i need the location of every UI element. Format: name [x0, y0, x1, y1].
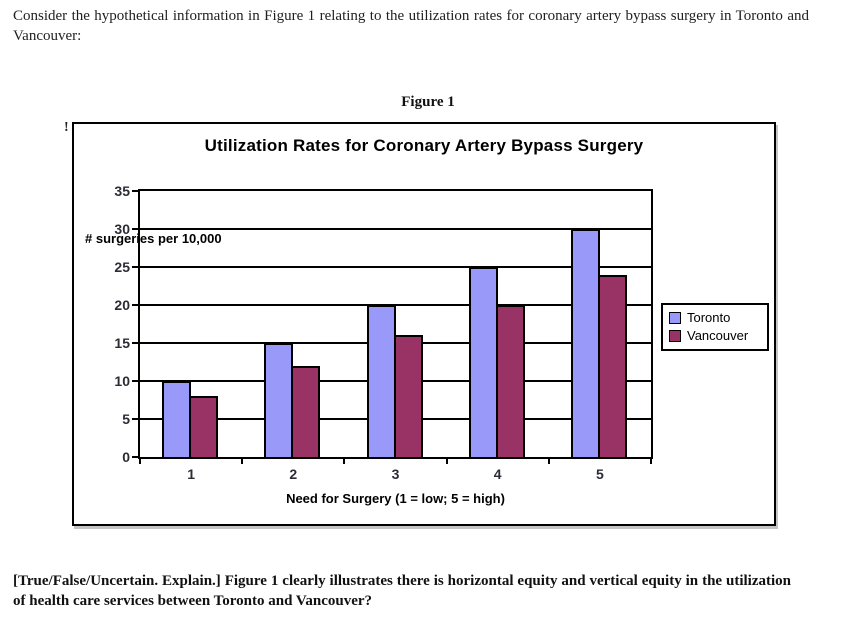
bar-toronto-4: [468, 267, 498, 457]
legend-label: Toronto: [687, 310, 731, 325]
x-axis-title: Need for Surgery (1 = low; 5 = high): [286, 491, 505, 506]
legend-item-vancouver: Vancouver: [669, 327, 761, 345]
x-tick-mark: [139, 459, 141, 464]
question-text: [True/False/Uncertain. Explain.] Figure …: [13, 573, 791, 610]
y-tick-label: 5: [122, 411, 130, 427]
gridline: [140, 228, 651, 230]
bar-toronto-1: [162, 381, 192, 457]
x-tick-mark: [241, 459, 244, 464]
intro-text: Consider the hypothetical information in…: [13, 8, 809, 45]
plot-area: [138, 189, 653, 459]
y-tick-mark: [132, 342, 138, 344]
x-tick-label: 1: [187, 466, 195, 482]
legend-label: Vancouver: [687, 328, 749, 343]
bar-vancouver-2: [291, 365, 321, 457]
x-tick-mark: [650, 459, 652, 464]
legend-swatch-toronto: [669, 312, 681, 324]
x-tick-mark: [445, 459, 448, 464]
stray-exclamation-mark: !: [64, 120, 69, 135]
y-tick-label: 15: [114, 335, 130, 351]
x-tick-mark: [343, 459, 346, 464]
y-tick-mark: [132, 380, 138, 382]
y-tick-mark: [132, 190, 138, 192]
bar-vancouver-3: [393, 335, 423, 457]
x-tick-label: 2: [289, 466, 298, 482]
gridline: [140, 304, 651, 306]
gridline: [140, 266, 651, 268]
legend: Toronto Vancouver: [661, 303, 769, 351]
figure-box: Utilization Rates for Coronary Artery By…: [72, 122, 776, 526]
y-tick-mark: [132, 266, 138, 268]
legend-swatch-vancouver: [669, 330, 681, 342]
chart-title: Utilization Rates for Coronary Artery By…: [204, 136, 644, 155]
y-tick-label: 30: [114, 221, 130, 237]
x-tick-label: 5: [595, 466, 604, 482]
bar-toronto-3: [366, 305, 396, 457]
x-tick-mark: [547, 459, 550, 464]
y-tick-label: 20: [114, 297, 130, 313]
y-tick-mark: [132, 304, 138, 306]
y-tick-mark: [132, 418, 138, 420]
y-tick-label: 10: [114, 373, 130, 389]
y-tick-mark: [132, 456, 138, 458]
y-tick-mark: [132, 228, 138, 230]
figure-label: Figure 1: [401, 94, 455, 110]
y-axis-label: # surgeries per 10,000: [85, 231, 222, 246]
legend-item-toronto: Toronto: [669, 309, 761, 327]
bar-vancouver-1: [189, 396, 219, 457]
bar-toronto-2: [264, 343, 294, 457]
x-tick-label: 3: [391, 466, 400, 482]
bar-toronto-5: [570, 229, 600, 457]
y-tick-label: 0: [122, 449, 130, 465]
x-tick-label: 4: [493, 466, 502, 482]
y-tick-label: 35: [114, 183, 130, 199]
bar-vancouver-4: [495, 305, 525, 457]
bar-vancouver-5: [597, 274, 627, 457]
y-tick-label: 25: [114, 259, 130, 275]
